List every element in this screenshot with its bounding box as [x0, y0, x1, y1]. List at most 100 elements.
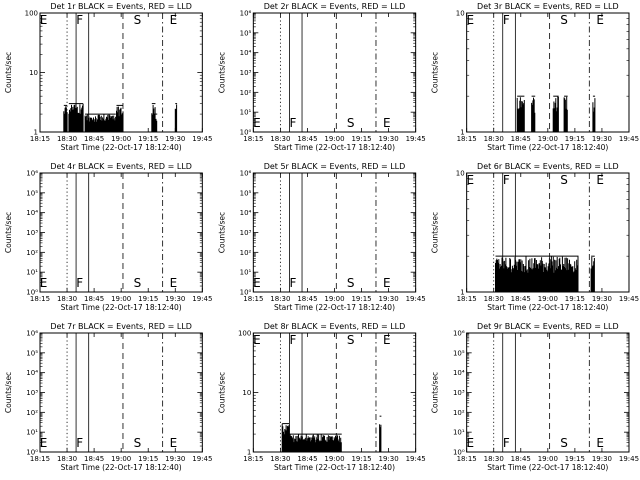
y-tick-label: 100 [238, 330, 251, 338]
x-tick-label: 19:15 [565, 295, 585, 303]
y-tick-label: 10² [240, 89, 252, 97]
event-marker-label: F [76, 436, 83, 450]
x-tick-label: 19:30 [165, 135, 185, 143]
panel-title: Det 7r BLACK = Events, RED = LLD [50, 322, 192, 331]
x-tick-label: 18:45 [297, 295, 317, 303]
detector-panel: Det 6r BLACK = Events, RED = LLD 18:15 18:… [431, 162, 639, 312]
event-marker-label: E [40, 436, 48, 450]
y-tick-label: 10⁶ [26, 170, 38, 178]
event-marker-label: E [170, 13, 178, 27]
plot-frame [252, 12, 417, 133]
x-tick-label: 19:30 [165, 455, 185, 463]
x-tick-label: 19:00 [324, 455, 344, 463]
x-tick-label: 18:15 [457, 135, 477, 143]
plot-frame [466, 12, 630, 133]
y-tick-label: 10² [453, 409, 465, 417]
x-tick-label: 18:15 [243, 455, 263, 463]
x-tick-label: 18:30 [57, 135, 77, 143]
event-marker-label: E [253, 116, 261, 130]
x-tick-label: 19:45 [192, 135, 212, 143]
y-tick-label: 1 [460, 289, 464, 297]
x-tick-label: 19:00 [111, 455, 131, 463]
plot-frame [466, 332, 630, 453]
event-marker-label: F [76, 13, 83, 27]
x-tick-label: 18:30 [57, 295, 77, 303]
x-tick-label: 18:15 [30, 455, 50, 463]
x-tick-label: 19:30 [592, 455, 612, 463]
x-tick-label: 19:00 [324, 295, 344, 303]
event-marker-label: E [170, 276, 178, 290]
x-tick-label: 19:15 [138, 455, 158, 463]
y-tick-label: 10⁴ [26, 209, 38, 217]
x-tick-label: 18:15 [243, 295, 263, 303]
y-tick-label: 10² [26, 409, 38, 417]
y-axis-label: Counts/sec [4, 52, 13, 93]
event-marker-label: S [134, 436, 142, 450]
x-tick-label: 18:45 [297, 135, 317, 143]
event-marker-label: S [560, 173, 568, 187]
x-tick-label: 18:15 [457, 295, 477, 303]
x-tick-label: 19:45 [192, 455, 212, 463]
event-marker-label: S [347, 276, 355, 290]
y-tick-label: 1 [460, 129, 464, 137]
x-tick-label: 19:45 [406, 295, 426, 303]
event-marker-label: E [596, 173, 604, 187]
event-marker-label: F [290, 333, 297, 347]
y-axis-label: Counts/sec [431, 372, 440, 413]
events-series-trace [154, 115, 158, 132]
events-series-trace [516, 97, 525, 132]
x-tick-label: 19:15 [565, 455, 585, 463]
x-axis-label: Start Time (22-Oct-17 18:12:40) [61, 143, 182, 152]
events-series-trace [151, 105, 156, 132]
event-marker-label: E [40, 276, 48, 290]
events-series-trace [63, 106, 68, 132]
y-tick-label: 10³ [453, 389, 465, 397]
x-axis-label: Start Time (22-Oct-17 18:12:40) [487, 143, 608, 152]
y-tick-label: 10³ [26, 229, 38, 237]
y-tick-label: 10⁴ [240, 49, 252, 57]
y-tick-label: 10⁶ [240, 170, 252, 178]
x-axis-label: Start Time (22-Oct-17 18:12:40) [274, 463, 395, 472]
y-tick-label: 10³ [240, 69, 252, 77]
x-axis-label: Start Time (22-Oct-17 18:12:40) [487, 303, 608, 312]
event-marker-label: E [466, 13, 474, 27]
y-tick-label: 10⁴ [240, 209, 252, 217]
event-marker-label: E [40, 13, 48, 27]
events-series-trace [288, 434, 342, 452]
event-marker-label: E [596, 13, 604, 27]
panel-title: Det 5r BLACK = Events, RED = LLD [264, 162, 406, 171]
y-axis-label: Counts/sec [217, 372, 226, 413]
y-tick-label: 10³ [26, 389, 38, 397]
y-tick-label: 10 [242, 389, 251, 397]
detector-panel: Det 8r BLACK = Events, RED = LLD 18:15 18:… [217, 322, 425, 472]
x-tick-label: 18:30 [270, 295, 290, 303]
y-axis-label: Counts/sec [4, 212, 13, 253]
x-tick-label: 18:30 [484, 455, 504, 463]
y-tick-label: 10² [26, 249, 38, 257]
event-marker-label: F [290, 116, 297, 130]
x-tick-label: 18:45 [84, 455, 104, 463]
detector-panel: Det 3r BLACK = Events, RED = LLD 18:15 18:… [431, 2, 639, 152]
events-series-trace [281, 423, 290, 452]
x-tick-label: 19:15 [565, 135, 585, 143]
x-tick-label: 19:45 [192, 295, 212, 303]
x-tick-label: 19:00 [538, 135, 558, 143]
x-tick-label: 19:00 [111, 135, 131, 143]
plot-frame [39, 332, 203, 453]
events-series-trace [590, 257, 595, 292]
event-marker-label: E [383, 116, 391, 130]
y-tick-label: 10⁰ [26, 449, 38, 457]
x-axis-label: Start Time (22-Oct-17 18:12:40) [487, 463, 608, 472]
event-marker-label: S [560, 13, 568, 27]
event-marker-label: E [253, 276, 261, 290]
x-tick-label: 19:15 [351, 135, 371, 143]
x-tick-label: 18:15 [30, 135, 50, 143]
x-tick-label: 18:30 [484, 295, 504, 303]
panel-title: Det 1r BLACK = Events, RED = LLD [50, 2, 192, 11]
detector-panel: Det 5r BLACK = Events, RED = LLD 18:15 18:… [217, 162, 425, 312]
events-series-trace [68, 104, 84, 132]
y-tick-label: 10³ [240, 229, 252, 237]
panel-title: Det 2r BLACK = Events, RED = LLD [264, 2, 406, 11]
y-tick-label: 10 [456, 170, 465, 178]
event-marker-label: S [134, 13, 142, 27]
